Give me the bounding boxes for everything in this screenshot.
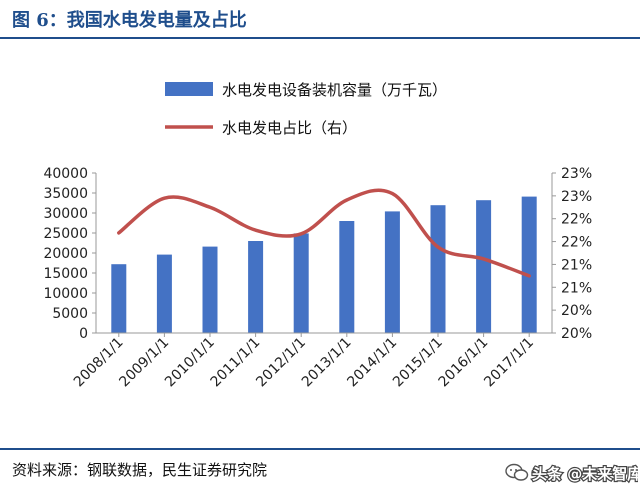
y-left-tick-label: 10000 (43, 286, 88, 302)
bar (521, 196, 537, 333)
y-right-tick-label: 21% (561, 280, 592, 296)
wechat-icon (505, 463, 529, 481)
y-axis-left: 0 5000 10000 15000 20000 25000 30000 35000 40000 (43, 166, 97, 342)
bar (430, 205, 446, 333)
y-left-tick-label: 15000 (43, 266, 88, 282)
bar (476, 200, 492, 333)
watermark: 头条 @未来智库 (505, 463, 638, 484)
y-right-tick-label: 20% (561, 303, 592, 319)
x-tick-label: 2017/1/1 (481, 335, 537, 391)
y-right-tick-label: 23% (561, 166, 592, 182)
y-left-tick-label: 25000 (43, 226, 88, 242)
line-series (117, 188, 531, 278)
y-axis-right: 20% 20% 21% 21% 22% 22% 23% 23% (551, 166, 592, 342)
y-left-tick-label: 40000 (43, 166, 88, 182)
legend-swatch-bar (165, 82, 213, 96)
bar (156, 254, 172, 333)
y-left-tick-label: 5000 (52, 306, 88, 322)
bar (293, 233, 309, 333)
y-right-tick-label: 21% (561, 257, 592, 273)
y-right-tick-label: 22% (561, 235, 592, 251)
y-left-tick-label: 0 (79, 326, 88, 342)
y-right-tick-label: 23% (561, 189, 592, 205)
legend-label-line: 水电发电占比（右） (222, 119, 357, 137)
bar (111, 264, 127, 333)
line-path (117, 188, 531, 278)
bar (384, 211, 400, 333)
bar (202, 246, 218, 333)
y-right-tick-label: 22% (561, 212, 592, 228)
y-left-tick-label: 20000 (43, 246, 88, 262)
legend-label-bar: 水电发电设备装机容量（万千瓦） (222, 81, 447, 99)
chart: 水电发电设备装机容量（万千瓦） 水电发电占比（右） 0 5000 10000 15000… (43, 81, 592, 391)
y-left-tick-label: 30000 (43, 206, 88, 222)
y-left-tick-label: 35000 (43, 186, 88, 202)
bar (339, 221, 355, 333)
figure-title: 图 6：我国水电发电量及占比 (12, 10, 247, 31)
footer-divider (0, 448, 640, 450)
chart-legend: 水电发电设备装机容量（万千瓦） 水电发电占比（右） (165, 81, 447, 137)
watermark-text: 头条 @未来智库 (532, 465, 638, 483)
figure-header: 图 6：我国水电发电量及占比 (0, 0, 640, 36)
y-right-tick-label: 20% (561, 326, 592, 342)
bar-series (111, 196, 537, 333)
source-note: 资料来源：钢联数据，民生证券研究院 (12, 461, 268, 479)
x-axis: 2008/1/12009/1/12010/1/12011/1/12012/1/1… (71, 332, 552, 391)
bar (248, 241, 264, 333)
title-divider (0, 37, 640, 39)
